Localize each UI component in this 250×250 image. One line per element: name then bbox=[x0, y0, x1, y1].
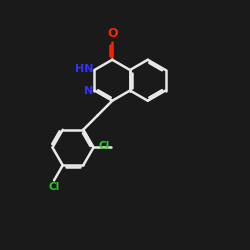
Text: O: O bbox=[107, 28, 118, 40]
Text: Cl: Cl bbox=[98, 141, 110, 151]
Text: Cl: Cl bbox=[48, 182, 60, 192]
Text: HN: HN bbox=[75, 64, 93, 74]
Text: N: N bbox=[84, 86, 93, 96]
